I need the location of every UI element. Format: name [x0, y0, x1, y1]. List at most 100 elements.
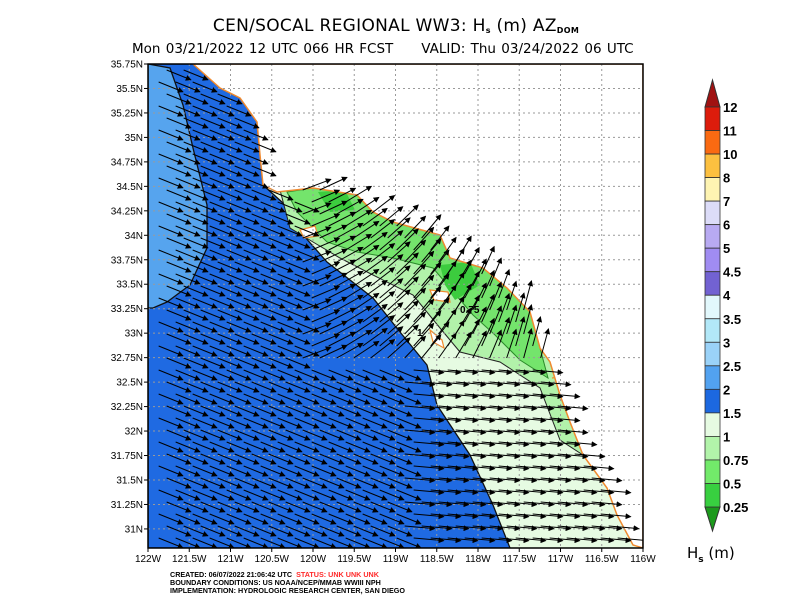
wave-vector [277, 225, 303, 237]
wave-vector [574, 477, 606, 484]
wave-vector [566, 489, 598, 496]
wave-vector [251, 237, 277, 249]
wave-vector [370, 315, 396, 335]
wave-vector [413, 393, 445, 400]
wave-vector [353, 453, 379, 465]
wave-vector [353, 220, 380, 239]
wave-vector [328, 259, 357, 275]
wave-vector [464, 441, 496, 448]
lat-label: 32N [125, 427, 143, 438]
wave-vector [328, 537, 354, 548]
lat-label: 31N [125, 524, 143, 535]
wave-vector [209, 393, 235, 405]
wave-vector [234, 501, 260, 513]
wave-vector [523, 477, 555, 484]
wave-vector [243, 177, 269, 189]
wave-vector [489, 381, 521, 388]
wave-vector [421, 525, 453, 532]
lat-label: 33.25N [111, 304, 143, 315]
wave-vector [277, 273, 303, 285]
wave-vector [438, 525, 470, 532]
wave-vector [498, 316, 511, 347]
wave-vector [243, 273, 269, 285]
wave-vector [379, 369, 405, 381]
wave-vector [175, 537, 201, 548]
wave-vector [472, 477, 504, 484]
wave-vector [345, 393, 371, 405]
wave-vector [234, 453, 260, 465]
wave-vector [523, 280, 534, 311]
wave-vector [353, 340, 380, 359]
wave-vector [498, 369, 530, 376]
wave-vector [566, 465, 598, 472]
wave-vector [430, 417, 462, 424]
wave-vector [413, 537, 445, 544]
wave-vector [464, 318, 480, 347]
wave-vector [192, 297, 218, 309]
wave-vector [251, 453, 277, 465]
wave-vector [447, 513, 479, 520]
wave-vector [532, 393, 564, 400]
wave-vector [464, 417, 496, 424]
wave-vector [311, 333, 341, 347]
wave-vector [319, 248, 348, 263]
wave-vector [166, 525, 192, 537]
wave-vector [285, 381, 311, 393]
wave-vector [175, 489, 201, 501]
wave-vector [175, 393, 201, 405]
lat-label: 33N [125, 329, 143, 340]
wave-vector [260, 537, 286, 548]
wave-vector [336, 477, 362, 489]
wave-vector [549, 537, 581, 544]
wave-vector [370, 339, 396, 359]
wave-vector [243, 513, 269, 525]
wave-vector [438, 381, 470, 388]
forecast-cycle: Mon 03/21/2022 12 UTC 066 HR FCST [132, 41, 394, 57]
wave-vector [447, 369, 479, 376]
wave-vector [183, 261, 209, 273]
wave-vector [183, 477, 209, 489]
wave-vector [566, 513, 598, 520]
wave-vector [166, 333, 192, 345]
lat-label: 31.75N [111, 451, 143, 462]
wave-vector [396, 300, 419, 323]
wave-vector [447, 465, 479, 472]
colorbar-swatch [704, 177, 721, 202]
colorbar-label: 1 [723, 429, 730, 444]
wave-vector [396, 324, 419, 347]
lat-label: 35N [125, 133, 143, 144]
wave-vector [268, 285, 294, 297]
wave-vector [481, 441, 513, 448]
wave-vector [209, 225, 235, 237]
wave-vector [319, 429, 345, 441]
wave-vector [251, 333, 277, 345]
wave-vector [413, 489, 445, 496]
wave-vector [311, 261, 341, 275]
wave-vector [294, 225, 320, 237]
wave-vector [336, 342, 364, 359]
wave-vector [540, 453, 572, 460]
wave-vector [387, 289, 411, 311]
wave-vector [345, 465, 371, 477]
wave-vector [175, 273, 201, 285]
wave-vector [489, 257, 503, 287]
wave-vector [540, 381, 572, 388]
wave-vector [328, 393, 354, 405]
wave-vector [319, 453, 345, 465]
wave-vector [226, 537, 252, 548]
wave-vector [209, 201, 235, 213]
valid-time: VALID: Thu 03/24/2022 06 UTC [421, 41, 634, 57]
wave-vector [353, 244, 380, 263]
wave-vector [353, 316, 380, 335]
wave-vector [387, 265, 411, 287]
wave-vector [404, 263, 427, 287]
wave-vector [498, 292, 511, 323]
colorbar-label: 5 [723, 241, 730, 256]
wave-vector [277, 297, 303, 309]
wave-vector [311, 285, 341, 299]
wave-vector [413, 513, 445, 520]
wave-vector [557, 477, 589, 484]
wave-vector [158, 105, 184, 117]
wave-vector [404, 215, 427, 239]
wave-vector [438, 477, 470, 484]
